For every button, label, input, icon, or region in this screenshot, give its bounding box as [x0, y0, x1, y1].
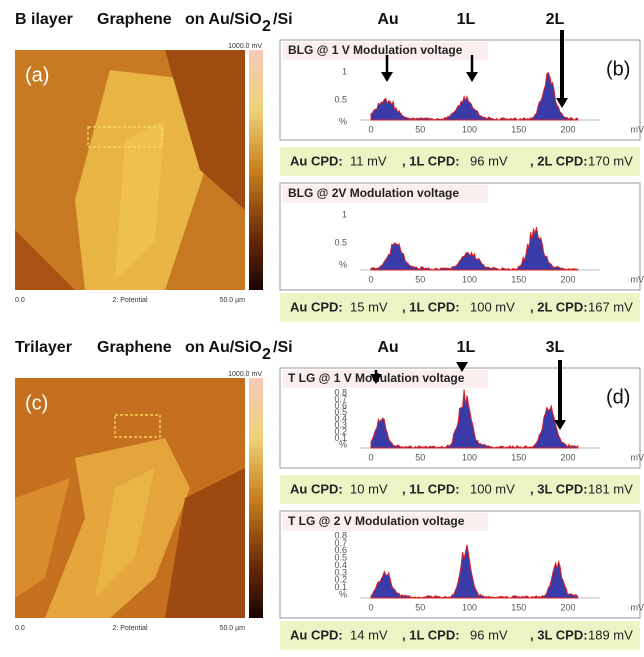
colorbar [249, 50, 263, 290]
axis-end: 50.0 µm [220, 297, 246, 304]
axis-start: 0.0 [15, 625, 25, 632]
cpd-value: 189 mV [588, 627, 633, 642]
x-tick-label: 150 [511, 124, 526, 134]
cpd-value: 14 mV [350, 627, 388, 642]
x-tick-label: 100 [462, 602, 477, 612]
x-tick-label: 0 [368, 124, 373, 134]
panel-label: (b) [606, 58, 630, 80]
cpd-label: Au CPD: [290, 627, 343, 642]
peak-label: 2L [546, 11, 565, 28]
panel-title: T LG @ 2 V Modulation voltage [288, 514, 465, 528]
y-tick-label: 1 [342, 66, 347, 76]
cpd-value: 181 mV [588, 481, 633, 496]
cpd-label: , 1L CPD: [402, 481, 460, 496]
cpd-label: , 2L CPD: [530, 299, 588, 314]
heading-material: B ilayer [15, 11, 73, 28]
cpd-value: 100 mV [470, 299, 515, 314]
cpd-label: , 2L CPD: [530, 153, 588, 168]
y-tick-label: 1 [342, 209, 347, 219]
x-tick-label: 100 [462, 274, 477, 284]
x-tick-label: 50 [415, 452, 425, 462]
kpfm-image [15, 378, 245, 618]
heading-suffix: /Si [273, 11, 293, 28]
axis-start: 0.0 [15, 297, 25, 304]
x-tick-label: 50 [415, 124, 425, 134]
y-tick-label: % [339, 589, 347, 599]
peak-label: 3L [546, 339, 565, 356]
heading-subscript: 2 [262, 346, 271, 363]
cpd-label: , 1L CPD: [402, 627, 460, 642]
image-label: (c) [25, 392, 48, 414]
x-tick-label: mV [631, 274, 644, 284]
cpd-value: 96 mV [470, 627, 508, 642]
cpd-label: Au CPD: [290, 481, 343, 496]
x-tick-label: 100 [462, 452, 477, 462]
cpd-label: Au CPD: [290, 153, 343, 168]
x-tick-label: 50 [415, 602, 425, 612]
y-tick-label: 0.5 [334, 94, 347, 104]
x-tick-label: mV [631, 124, 644, 134]
heading-name: Graphene [97, 339, 172, 356]
cpd-label: , 1L CPD: [402, 153, 460, 168]
peak-label: Au [377, 339, 398, 356]
cpd-value: 15 mV [350, 299, 388, 314]
panel-label: (d) [606, 386, 630, 408]
x-tick-label: 100 [462, 124, 477, 134]
cpd-value: 11 mV [350, 153, 387, 168]
axis-channel: 2: Potential [112, 297, 147, 304]
x-tick-label: mV [631, 452, 644, 462]
cpd-value: 96 mV [470, 153, 508, 168]
cpd-value: 170 mV [588, 153, 633, 168]
x-tick-label: 0 [368, 602, 373, 612]
x-tick-label: 200 [560, 124, 575, 134]
panel-title: BLG @ 2V Modulation voltage [288, 186, 459, 200]
heading-subscript: 2 [262, 18, 271, 35]
x-tick-label: 200 [560, 274, 575, 284]
peak-label: 1L [457, 339, 476, 356]
cpd-value: 10 mV [350, 481, 388, 496]
colorbar [249, 378, 263, 618]
heading-material: Trilayer [15, 339, 72, 356]
x-tick-label: 0 [368, 452, 373, 462]
heading-substrate: on Au/SiO [185, 11, 262, 28]
cpd-label: , 3L CPD: [530, 481, 588, 496]
axis-channel: 2: Potential [112, 625, 147, 632]
colorbar-max: 1000.0 mV [228, 371, 262, 378]
x-tick-label: 200 [560, 602, 575, 612]
x-tick-label: 150 [511, 602, 526, 612]
cpd-value: 100 mV [470, 481, 515, 496]
peak-label: 1L [457, 11, 476, 28]
panel-title: BLG @ 1 V Modulation voltage [288, 43, 463, 57]
y-tick-label: % [339, 439, 347, 449]
x-tick-label: 50 [415, 274, 425, 284]
colorbar-max: 1000.0 mV [228, 43, 262, 50]
x-tick-label: 200 [560, 452, 575, 462]
cpd-label: Au CPD: [290, 299, 343, 314]
x-tick-label: 150 [511, 452, 526, 462]
x-tick-label: mV [631, 602, 644, 612]
x-tick-label: 0 [368, 274, 373, 284]
heading-suffix: /Si [273, 339, 293, 356]
y-tick-label: % [339, 116, 347, 126]
cpd-value: 167 mV [588, 299, 633, 314]
kpfm-image [15, 50, 245, 290]
heading-substrate: on Au/SiO [185, 339, 262, 356]
peak-label: Au [377, 11, 398, 28]
heading-name: Graphene [97, 11, 172, 28]
axis-end: 50.0 µm [220, 625, 246, 632]
cpd-label: , 3L CPD: [530, 627, 588, 642]
x-tick-label: 150 [511, 274, 526, 284]
y-tick-label: 0.5 [334, 237, 347, 247]
cpd-label: , 1L CPD: [402, 299, 460, 314]
y-tick-label: % [339, 259, 347, 269]
image-label: (a) [25, 64, 49, 86]
